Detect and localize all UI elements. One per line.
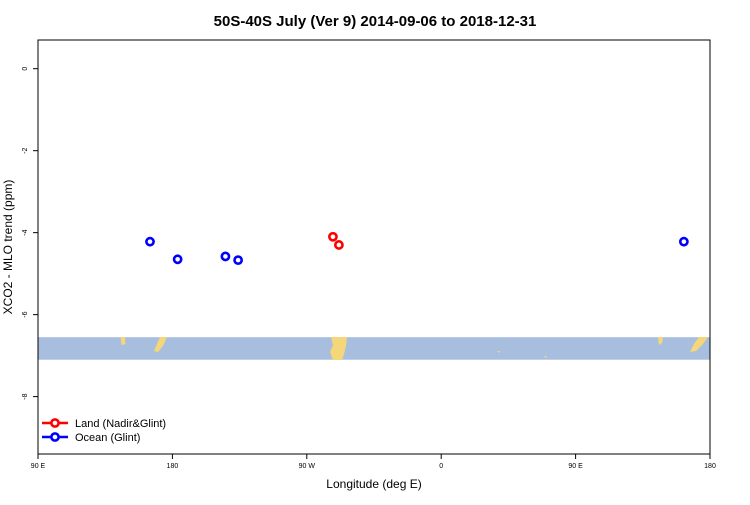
point-series2-4: [233, 255, 244, 266]
land-patch-2: [154, 337, 167, 352]
legend: Land (Nadir&Glint) Ocean (Glint): [42, 418, 166, 444]
x-tick-label: 180: [704, 463, 716, 470]
y-axis: 0 -2 -4 -6 -8: [22, 67, 38, 400]
land-patch-3: [330, 337, 347, 360]
point-series2-3: [220, 251, 231, 262]
land-patch-4: [658, 337, 663, 345]
x-tick-label: 180: [167, 463, 179, 470]
legend-label-2: Ocean (Glint): [75, 432, 140, 444]
x-tick-label: 90 W: [299, 463, 316, 470]
land-patch-6: [497, 351, 500, 353]
point-series2-5: [678, 236, 689, 247]
point-series2-2: [172, 254, 183, 265]
y-tick-label: -2: [22, 147, 29, 153]
y-tick-label: 0: [22, 67, 29, 71]
y-tick-label: -6: [22, 311, 29, 317]
data-points: [145, 231, 689, 266]
latitude-band: [38, 337, 710, 360]
x-axis-label: Longitude (deg E): [326, 477, 421, 491]
land-patch-5: [690, 337, 708, 352]
y-axis-label: XCO2 - MLO trend (ppm): [1, 180, 15, 315]
x-tick-label: 0: [439, 463, 443, 470]
x-tick-label: 90 E: [568, 463, 583, 470]
legend-label-1: Land (Nadir&Glint): [75, 418, 166, 430]
x-tick-label: 90 E: [31, 463, 46, 470]
y-tick-label: -4: [22, 229, 29, 235]
legend-marker-2: [50, 432, 60, 442]
point-series1-1: [328, 231, 338, 242]
land-patch-7: [544, 356, 547, 358]
ocean-band: [38, 337, 710, 360]
chart-title: 50S-40S July (Ver 9) 2014-09-06 to 2018-…: [214, 13, 537, 30]
x-axis: 90 E 180 90 W 0 90 E 180: [31, 454, 716, 470]
land-patch-1: [120, 337, 126, 345]
point-series1-2: [334, 240, 344, 250]
legend-marker-1: [50, 418, 60, 428]
y-tick-label: -8: [22, 393, 29, 399]
plot-frame: [37, 39, 711, 455]
point-series2-1: [145, 236, 155, 247]
